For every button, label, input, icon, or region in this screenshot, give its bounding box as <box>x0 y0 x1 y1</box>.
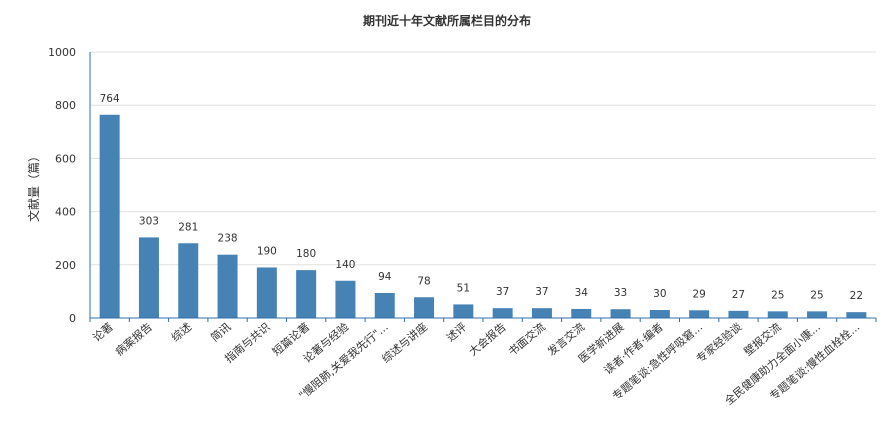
bar[interactable] <box>335 280 356 318</box>
bar[interactable] <box>689 310 710 318</box>
x-tick-label: 病案报告 <box>112 320 155 359</box>
data-label: 29 <box>692 288 705 300</box>
bar[interactable] <box>296 270 317 318</box>
data-label: 140 <box>335 259 355 271</box>
bar[interactable] <box>414 297 435 318</box>
gridlines <box>90 51 876 266</box>
bar[interactable] <box>256 267 277 318</box>
bar[interactable] <box>492 308 513 318</box>
bar[interactable] <box>217 254 238 318</box>
data-label: 764 <box>100 93 120 105</box>
data-label: 37 <box>535 286 548 298</box>
x-tick-label: 简讯 <box>208 320 234 345</box>
y-tick-label: 800 <box>55 99 76 112</box>
data-label: 303 <box>139 215 159 227</box>
bar[interactable] <box>374 292 395 318</box>
data-label: 22 <box>850 290 863 302</box>
bar[interactable] <box>531 308 552 318</box>
data-label: 78 <box>417 275 430 287</box>
data-label: 37 <box>496 286 509 298</box>
data-label: 34 <box>575 287 589 299</box>
data-label: 33 <box>614 287 627 299</box>
bar[interactable] <box>571 308 592 318</box>
bar[interactable] <box>807 311 828 318</box>
chart-title: 期刊近十年文献所属栏目的分布 <box>363 13 531 28</box>
data-label: 180 <box>296 248 316 260</box>
bar[interactable] <box>99 114 120 318</box>
data-label: 27 <box>732 289 745 301</box>
y-tick-label: 0 <box>69 312 76 325</box>
data-label: 94 <box>378 271 392 283</box>
y-tick-label: 400 <box>55 206 76 219</box>
bar[interactable] <box>178 243 199 318</box>
y-tick-label: 600 <box>55 152 76 165</box>
y-tick-label: 1000 <box>48 46 76 59</box>
bar[interactable] <box>767 311 788 318</box>
data-label: 51 <box>457 282 470 294</box>
data-label: 30 <box>653 288 666 300</box>
bar[interactable] <box>610 309 631 318</box>
data-label: 281 <box>178 221 198 233</box>
data-labels: 764 303 281 238 190 180 140 94 78 51 37 37 34 33 30 29 2… <box>100 93 863 302</box>
x-tick-label: 大会报告 <box>466 320 509 359</box>
x-tick-label: 论著 <box>90 320 116 345</box>
x-tick-label: 述评 <box>444 320 469 344</box>
bar[interactable] <box>846 312 867 318</box>
data-label: 190 <box>257 245 277 257</box>
bar[interactable] <box>453 304 474 318</box>
y-axis-label: 文献量（篇） <box>26 150 41 222</box>
bar[interactable] <box>728 310 749 318</box>
data-label: 25 <box>810 289 823 301</box>
bars <box>99 114 867 318</box>
y-tick-label: 200 <box>55 259 76 272</box>
bar[interactable] <box>649 310 670 318</box>
data-label: 238 <box>218 233 238 245</box>
bar[interactable] <box>138 237 159 318</box>
data-label: 25 <box>771 289 784 301</box>
x-tick-label: 书面交流 <box>505 320 548 359</box>
x-tick-label: 综述 <box>168 320 194 345</box>
